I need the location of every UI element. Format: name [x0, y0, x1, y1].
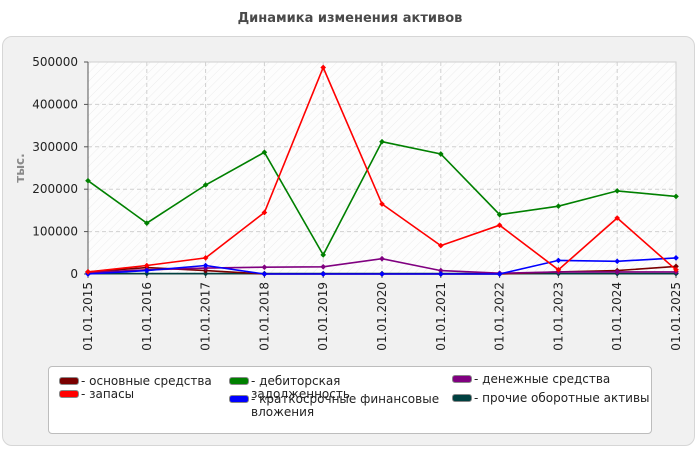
tick-labels: 0 100000 200000 300000 400000 500000 01.01.201…	[32, 55, 683, 351]
data-point	[673, 266, 679, 273]
data-point	[614, 188, 621, 194]
y-tick-label: 100000	[32, 225, 78, 239]
data-point	[437, 242, 444, 249]
legend-swatch	[452, 394, 472, 402]
data-point	[496, 211, 503, 218]
x-tick-label: 01.01.2023	[551, 282, 565, 351]
y-tick-label: 500000	[32, 55, 78, 69]
data-point	[85, 269, 91, 275]
x-tick-label: 01.01.2015	[81, 282, 95, 351]
data-point	[437, 151, 444, 157]
y-tick-label: 200000	[32, 182, 78, 196]
data-point	[261, 209, 268, 216]
x-tick-label: 01.01.2018	[257, 282, 271, 351]
data-point	[437, 271, 444, 277]
legend-label: - прочие оборотные активы	[474, 391, 650, 405]
data-point	[379, 271, 385, 277]
x-tick-label: 01.01.2024	[610, 282, 624, 351]
legend-label: - дебиторская задолженность	[251, 374, 350, 401]
x-tick-label: 01.01.2020	[375, 282, 389, 351]
chart-title: Динамика изменения активов	[237, 11, 463, 26]
data-point	[261, 264, 268, 271]
y-tick-label: 400000	[32, 97, 78, 111]
data-point	[496, 271, 503, 277]
x-tick-label: 01.01.2022	[493, 282, 507, 351]
data-point	[673, 255, 679, 261]
data-point	[320, 271, 327, 277]
grid-lines	[88, 61, 677, 274]
data-point	[261, 149, 268, 156]
x-tick-label: 01.01.2019	[316, 282, 330, 351]
data-point	[320, 64, 327, 71]
data-point	[320, 263, 327, 270]
legend-label: - краткосрочные финансовые вложения	[251, 392, 440, 419]
chart-legend: - основные средства - дебиторская задолже…	[48, 366, 652, 434]
data-point	[614, 215, 621, 221]
data-point	[379, 255, 385, 262]
data-point	[202, 182, 209, 188]
x-tick-label: 01.01.2021	[434, 282, 448, 351]
legend-swatch	[452, 375, 472, 383]
y-tick-label: 0	[70, 267, 78, 281]
data-point	[555, 257, 562, 264]
data-point	[437, 267, 444, 274]
data-point	[85, 177, 91, 184]
data-point	[202, 270, 209, 277]
x-tick-label: 01.01.2025	[669, 282, 683, 351]
legend-swatch	[59, 390, 79, 398]
x-tick-label: 01.01.2017	[199, 282, 213, 351]
data-point	[614, 269, 621, 275]
data-point	[320, 252, 327, 258]
legend-label: - денежные средства	[474, 372, 611, 386]
data-point	[143, 267, 150, 274]
data-point	[379, 138, 385, 145]
data-point	[496, 222, 503, 229]
legend-swatch	[59, 377, 79, 385]
data-point	[143, 220, 150, 226]
data-point	[143, 262, 150, 269]
data-point	[614, 258, 621, 265]
series-group	[85, 64, 679, 277]
legend-label: - основные средства	[81, 374, 212, 388]
legend-label: - запасы	[81, 387, 135, 401]
data-point	[202, 262, 209, 269]
data-point	[143, 270, 150, 277]
data-point	[555, 203, 562, 209]
data-point	[261, 271, 268, 277]
data-point	[202, 255, 209, 261]
data-point	[555, 266, 562, 273]
data-point	[379, 201, 385, 207]
data-point	[673, 193, 679, 200]
x-tick-label: 01.01.2016	[140, 282, 154, 351]
legend-swatch	[229, 395, 249, 403]
legend-swatch	[229, 377, 249, 385]
y-tick-label: 300000	[32, 140, 78, 154]
y-axis-label: тыс.	[13, 153, 27, 182]
